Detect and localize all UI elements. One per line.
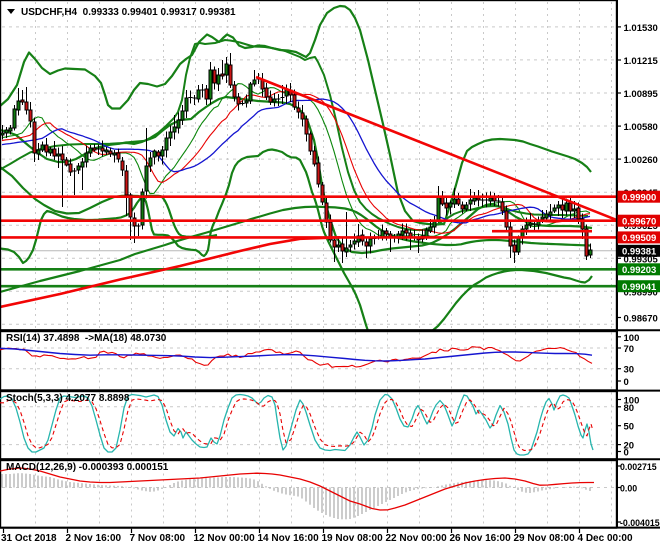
svg-text:1.00895: 1.00895	[624, 89, 659, 100]
svg-text:USDCHF,H4 0.99333 0.99401 0.9: USDCHF,H4 0.99333 0.99401 0.99317 0.9938…	[21, 7, 236, 18]
svg-text:1.00580: 1.00580	[624, 122, 658, 133]
svg-text:0.002715: 0.002715	[620, 462, 657, 472]
svg-text:0: 0	[624, 448, 629, 459]
svg-text:RSI(14) 37.4898 ->MA(18) 48.0: RSI(14) 37.4898 ->MA(18) 48.0730	[6, 333, 167, 344]
svg-text:31 Oct 2018: 31 Oct 2018	[1, 533, 57, 544]
svg-text:1.01530: 1.01530	[624, 23, 658, 34]
svg-text:80: 80	[624, 403, 635, 414]
svg-text:0.99203: 0.99203	[622, 265, 656, 276]
svg-text:0.99381: 0.99381	[622, 247, 657, 258]
svg-text:30: 30	[624, 365, 635, 376]
svg-text:50: 50	[624, 422, 635, 433]
svg-text:1.00260: 1.00260	[624, 155, 658, 166]
svg-text:0: 0	[624, 377, 629, 388]
svg-text:0.00: 0.00	[620, 483, 637, 493]
svg-text:14 Nov 16:00: 14 Nov 16:00	[258, 533, 320, 544]
svg-text:Stoch(5,3,3) 4.2077 8.8898: Stoch(5,3,3) 4.2077 8.8898	[6, 393, 130, 404]
svg-text:4 Dec 00:00: 4 Dec 00:00	[578, 533, 633, 544]
svg-text:1.01215: 1.01215	[624, 56, 659, 67]
svg-text:0.99670: 0.99670	[622, 216, 656, 227]
svg-text:0.99509: 0.99509	[622, 233, 656, 244]
svg-text:0.98670: 0.98670	[624, 314, 658, 325]
svg-text:29 Nov 08:00: 29 Nov 08:00	[514, 533, 576, 544]
svg-text:22 Nov 00:00: 22 Nov 00:00	[386, 533, 448, 544]
svg-text:19 Nov 08:00: 19 Nov 08:00	[322, 533, 384, 544]
svg-text:26 Nov 16:00: 26 Nov 16:00	[450, 533, 512, 544]
svg-text:MACD(12,26,9) -0.000393 0.0001: MACD(12,26,9) -0.000393 0.000151	[6, 462, 169, 473]
svg-text:100: 100	[624, 333, 640, 344]
svg-text:7 Nov 08:00: 7 Nov 08:00	[130, 533, 186, 544]
svg-text:0.99041: 0.99041	[622, 282, 657, 293]
svg-text:12 Nov 00:00: 12 Nov 00:00	[194, 533, 256, 544]
svg-text:-0.004015: -0.004015	[620, 518, 660, 528]
svg-text:70: 70	[624, 344, 635, 355]
svg-text:0.99900: 0.99900	[622, 192, 656, 203]
svg-text:2 Nov 16:00: 2 Nov 16:00	[66, 533, 122, 544]
